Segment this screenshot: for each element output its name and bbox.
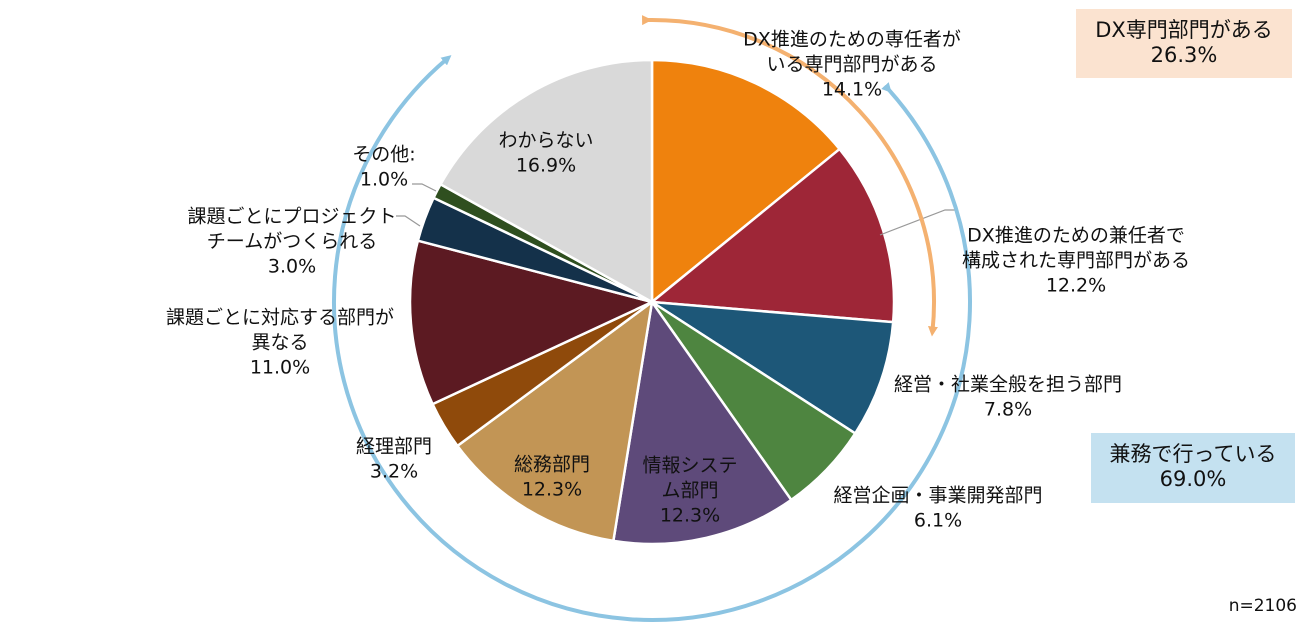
group-label: DX専門部門がある xyxy=(1095,18,1273,42)
slice-category-label: 経理部門 xyxy=(356,436,432,458)
slice-value-label: 3.0% xyxy=(268,256,316,278)
slice-value-label: 7.8% xyxy=(984,399,1032,421)
slice-value-label: 6.1% xyxy=(914,510,962,532)
slice-category-label: わからない xyxy=(498,130,593,152)
slice-category-label: 経営・社業全般を担う部門 xyxy=(894,374,1122,396)
slice-category-label: 総務部門 xyxy=(514,454,590,476)
slice-category-label: その他: xyxy=(352,144,415,166)
group-value: 69.0% xyxy=(1159,467,1227,491)
slice-value-label: 12.3% xyxy=(522,479,582,501)
pie-slice xyxy=(455,299,654,543)
slice-category-label: 構成された専門部門がある xyxy=(962,250,1190,272)
group-box-concurrent: 兼務で行っている 69.0% xyxy=(1091,433,1295,503)
slice-category-label: 経営企画・事業開発部門 xyxy=(833,485,1042,507)
slice-category-label: 情報システ xyxy=(642,455,737,477)
slice-value-label: 3.2% xyxy=(370,461,418,483)
slice-category-label: チームがつくられる xyxy=(207,231,377,253)
group-box-dx-dept: DX専門部門がある 26.3% xyxy=(1076,9,1292,78)
slice-category-label: ム部門 xyxy=(661,480,718,502)
slice-category-label: DX推進のための兼任者で xyxy=(967,225,1185,247)
slice-category-label: いる専門部門がある xyxy=(766,54,937,76)
slice-value-label: 14.1% xyxy=(822,79,882,101)
pie-slice xyxy=(408,239,656,406)
group-arc-dx-dept xyxy=(641,15,938,337)
slice-category-label: DX推進のための専任者が xyxy=(743,29,961,51)
sample-size-note: n=2106 xyxy=(1228,596,1297,616)
slice-category-label: 課題ごとにプロジェクト xyxy=(187,206,396,228)
group-label: 兼務で行っている xyxy=(1109,442,1277,466)
slice-category-label: 課題ごとに対応する部門が xyxy=(166,307,394,329)
slice-value-label: 1.0% xyxy=(360,169,408,191)
slice-value-label: 12.2% xyxy=(1046,275,1106,297)
leader-line xyxy=(396,215,421,227)
group-arc-concurrent xyxy=(332,55,972,622)
slice-value-label: 12.3% xyxy=(660,505,720,527)
slice-value-label: 11.0% xyxy=(250,357,310,379)
pie-slice xyxy=(611,298,794,546)
slice-category-label: 異なる xyxy=(251,332,308,354)
slice-value-label: 16.9% xyxy=(516,155,576,177)
leader-line xyxy=(412,183,437,192)
group-value: 26.3% xyxy=(1150,43,1218,67)
